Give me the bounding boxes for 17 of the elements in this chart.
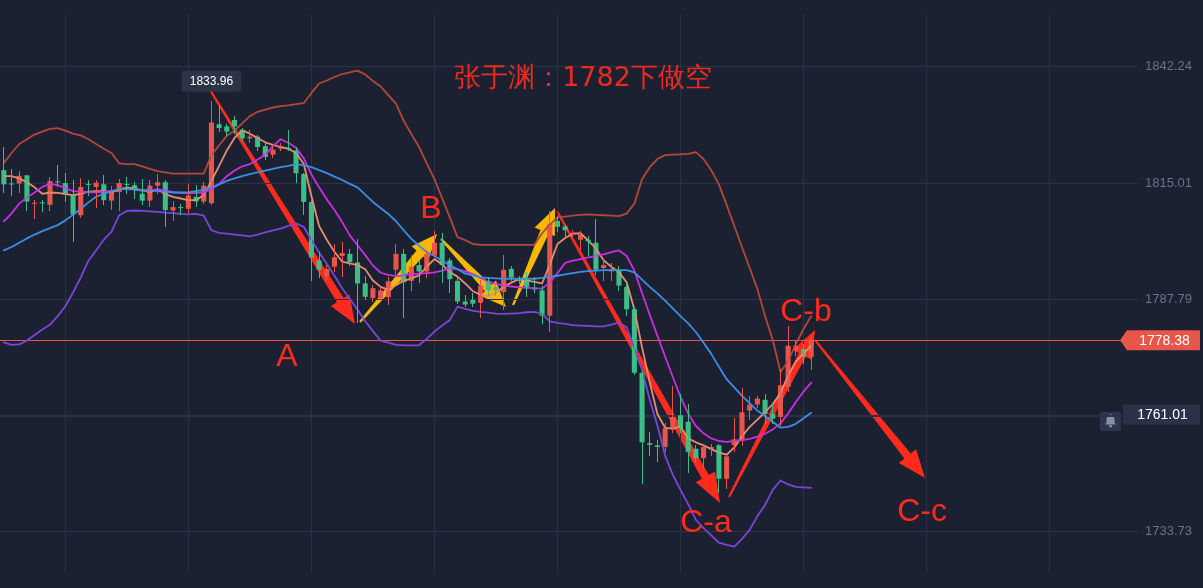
annotation: A <box>276 336 299 373</box>
y-tick-label: 1733.73 <box>1145 523 1192 539</box>
annotation: C-c <box>897 491 947 528</box>
ref-line-label: 1778.38 <box>1139 331 1191 348</box>
candlestick <box>270 145 276 158</box>
text: 张于渊：1782下做空 <box>454 61 712 93</box>
annotation: C-b <box>780 291 832 328</box>
y-tick-label: 1787.79 <box>1145 291 1192 307</box>
candlestick <box>393 244 399 275</box>
candlestick <box>224 124 230 136</box>
y-tick-label: 1842.24 <box>1145 57 1192 73</box>
candlestick <box>170 201 176 221</box>
ref-line-label: 1761.01 <box>1137 406 1189 423</box>
annotation: B <box>420 188 442 225</box>
annotation: 1833.96 <box>189 73 234 88</box>
candlestick <box>155 174 161 194</box>
y-tick-label: 1815.01 <box>1145 174 1192 190</box>
